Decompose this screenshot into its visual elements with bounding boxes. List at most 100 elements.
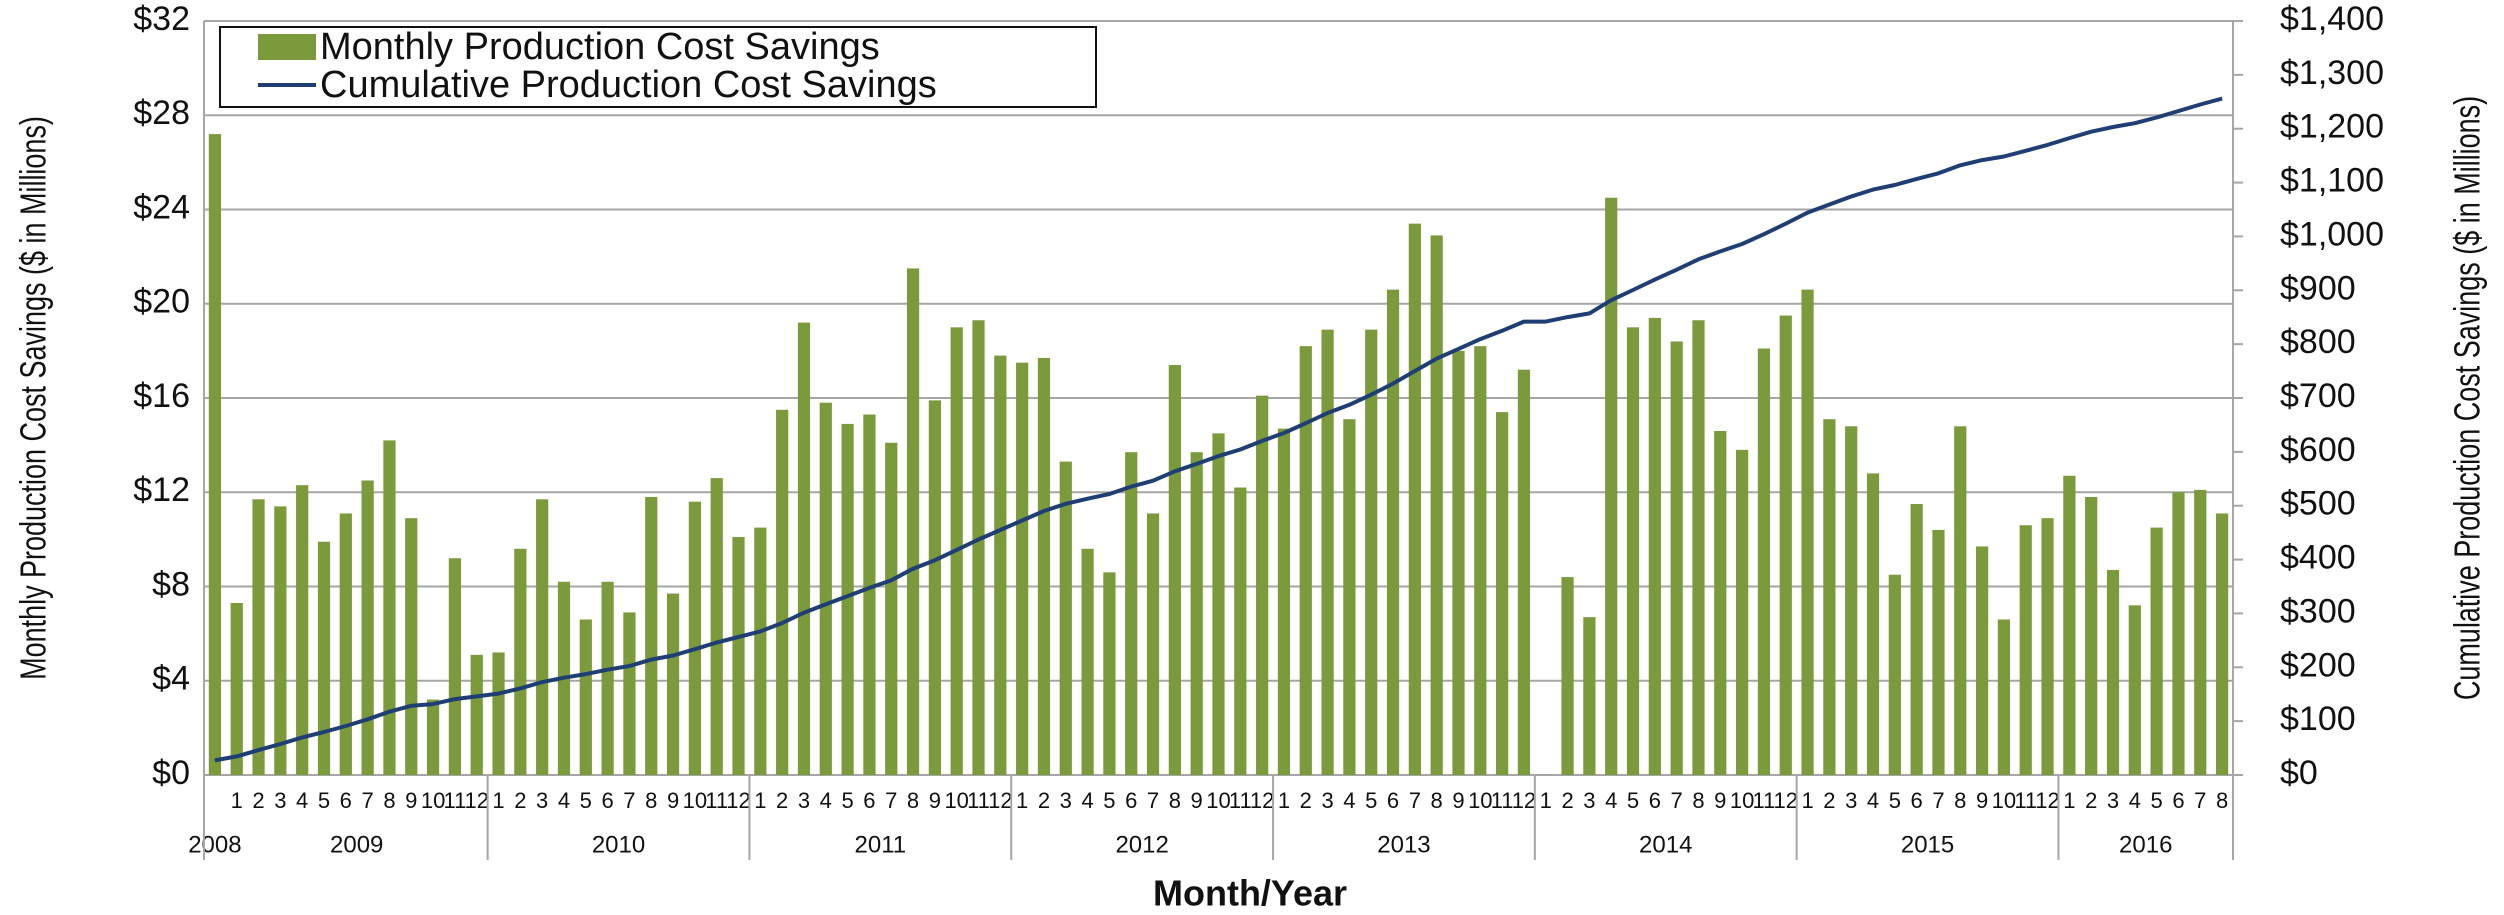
x-tick-label: 4: [2129, 788, 2141, 813]
x-tick-label: 3: [274, 788, 286, 813]
y2-tick-label: $100: [2280, 700, 2356, 738]
bar: [645, 496, 658, 775]
x-tick-label: 8: [1692, 788, 1704, 813]
x-tick-label: 12: [2035, 788, 2059, 813]
bar: [710, 478, 723, 775]
x-tick-label: 8: [2216, 788, 2228, 813]
bar: [1605, 197, 1618, 775]
y2-tick-label: $900: [2280, 269, 2356, 307]
bar: [405, 518, 418, 775]
x-tick-label: 3: [1583, 788, 1595, 813]
bar: [2085, 496, 2098, 775]
bar: [1125, 452, 1138, 775]
bar: [1430, 235, 1443, 775]
year-label: 2011: [855, 831, 907, 858]
x-tick-label: 7: [623, 788, 635, 813]
x-tick-label: 12: [464, 788, 488, 813]
bar: [1386, 289, 1400, 775]
y2-axis-title: Cumulative Production Cost Savings ($ in…: [2447, 96, 2488, 700]
x-tick-label: 6: [1911, 788, 1923, 813]
bar: [885, 442, 898, 775]
x-tick-label: 9: [405, 788, 417, 813]
x-tick-label: 5: [1365, 788, 1377, 813]
year-label: 2013: [1377, 831, 1430, 858]
bar: [1779, 315, 1792, 775]
x-tick-label: 10: [683, 788, 707, 813]
x-tick-label: 3: [1321, 788, 1333, 813]
bar: [1888, 574, 1901, 775]
x-tick-label: 8: [907, 788, 919, 813]
x-tick-label: 6: [1649, 788, 1661, 813]
bar: [1321, 329, 1334, 775]
x-tick-label: 3: [2107, 788, 2119, 813]
x-tick-label: 5: [1889, 788, 1901, 813]
x-tick-label: 12: [1250, 788, 1274, 813]
x-tick-label: 2: [252, 788, 264, 813]
x-tick-label: 5: [841, 788, 853, 813]
bar: [1670, 341, 1683, 775]
bar: [666, 593, 680, 775]
x-axis-title: Month/Year: [1153, 873, 1347, 914]
x-tick-label: 4: [1867, 788, 1879, 813]
y2-tick-label: $600: [2280, 431, 2356, 469]
year-label: 2015: [1901, 831, 1954, 858]
bar: [1736, 449, 1749, 775]
bar: [1277, 428, 1291, 775]
x-tick-label: 8: [1431, 788, 1443, 813]
bar: [1954, 426, 1967, 775]
bar: [208, 134, 222, 776]
x-tick-label: 7: [2194, 788, 2206, 813]
x-tick-label: 1: [2063, 788, 2075, 813]
x-tick-label: 9: [1976, 788, 1988, 813]
year-label: 2012: [1115, 831, 1168, 858]
bar: [797, 322, 811, 775]
bar: [1037, 357, 1051, 775]
x-tick-label: 11: [705, 788, 728, 813]
bar: [2063, 475, 2076, 775]
bar: [1474, 346, 1487, 775]
x-tick-label: 9: [667, 788, 679, 813]
x-tick-label: 5: [2151, 788, 2163, 813]
x-tick-label: 11: [1229, 788, 1252, 813]
bar: [1517, 369, 1531, 775]
bar: [2150, 527, 2163, 775]
bar: [819, 402, 832, 775]
x-tick-label: 6: [863, 788, 875, 813]
x-tick-label: 6: [2172, 788, 2184, 813]
x-tick-label: 12: [726, 788, 750, 813]
bar: [2215, 513, 2229, 775]
bar: [317, 541, 331, 775]
bar: [1103, 572, 1116, 775]
bar: [2041, 518, 2054, 775]
bar: [230, 602, 243, 775]
x-tick-label: 11: [1753, 788, 1776, 813]
x-tick-label: 11: [443, 788, 466, 813]
y2-tick-label: $1,400: [2280, 0, 2384, 38]
legend-label: Monthly Production Cost Savings: [320, 26, 880, 68]
bar: [339, 513, 352, 775]
x-tick-label: 1: [1278, 788, 1290, 813]
bar: [470, 654, 483, 775]
x-tick-label: 12: [1774, 788, 1798, 813]
bar: [1866, 473, 1880, 775]
bar: [1997, 619, 2011, 775]
y-tick-label: $4: [152, 660, 190, 698]
y2-tick-label: $700: [2280, 377, 2356, 415]
x-tick-label: 12: [988, 788, 1012, 813]
bar: [906, 268, 920, 775]
x-tick-label: 2: [514, 788, 526, 813]
bar: [2172, 492, 2185, 775]
x-tick-label: 8: [1954, 788, 1966, 813]
y-axis-title: Monthly Production Cost Savings ($ in Mi…: [13, 116, 54, 680]
x-tick-label: 9: [1191, 788, 1203, 813]
bar: [754, 527, 767, 775]
x-tick-label: 7: [1147, 788, 1159, 813]
bar: [1714, 430, 1727, 775]
bar: [2106, 570, 2120, 775]
bar: [1212, 433, 1225, 775]
bar: [841, 423, 854, 775]
x-tick-label: 9: [929, 788, 941, 813]
line: [214, 96, 2223, 763]
y2-tick-label: $1,300: [2280, 54, 2384, 92]
